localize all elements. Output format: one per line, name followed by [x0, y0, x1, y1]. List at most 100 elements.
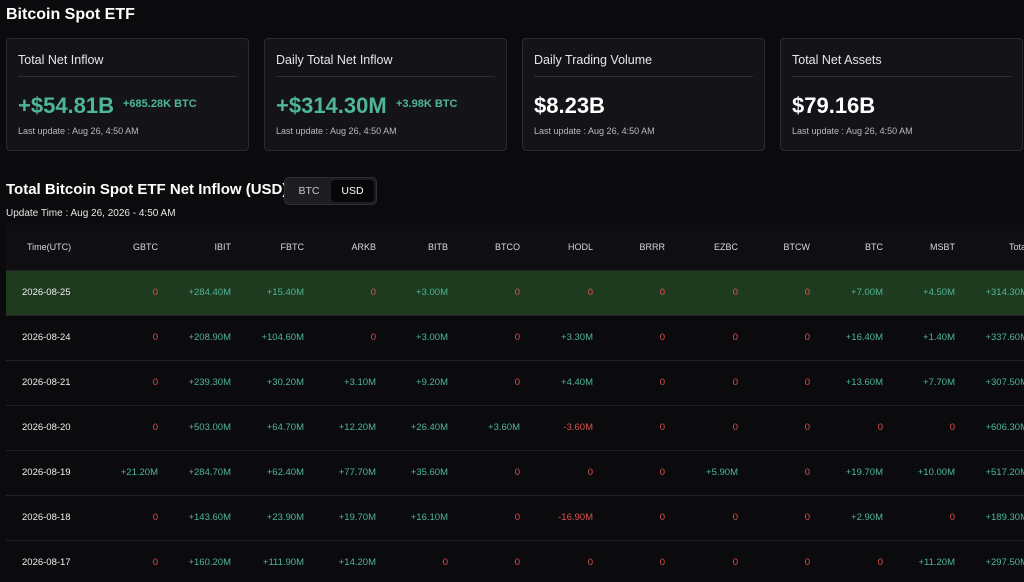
card-divider [534, 76, 753, 77]
value-cell: +160.20M [162, 540, 235, 582]
card-divider [276, 76, 495, 77]
value-cell: 0 [452, 450, 524, 496]
value-cell: +77.70M [308, 450, 380, 496]
column-header: MSBT [887, 225, 959, 271]
update-time: Update Time : Aug 26, 2026 - 4:50 AM [6, 208, 176, 219]
card-total-net-assets: Total Net Assets $79.16B Last update : A… [780, 38, 1023, 151]
value-cell: 0 [742, 495, 814, 541]
value-cell: 0 [92, 540, 162, 582]
value-cell: +19.70M [308, 495, 380, 541]
card-last-update: Last update : Aug 26, 4:50 AM [18, 126, 139, 136]
column-header: GBTC [92, 225, 162, 271]
value-cell: +4.40M [524, 360, 597, 406]
column-header: BITB [380, 225, 452, 271]
date-cell: 2026-08-18 [6, 495, 92, 541]
value-cell: +517.20M [959, 450, 1024, 496]
date-cell: 2026-08-21 [6, 360, 92, 406]
value-cell: +7.00M [814, 270, 887, 316]
value-cell: +14.20M [308, 540, 380, 582]
value-cell: +3.00M [380, 315, 452, 361]
value-cell: 0 [92, 360, 162, 406]
value-cell: 0 [524, 270, 597, 316]
card-daily-trading-volume: Daily Trading Volume $8.23B Last update … [522, 38, 765, 151]
toggle-btc-button[interactable]: BTC [298, 185, 320, 197]
value-cell: 0 [887, 495, 959, 541]
value-cell: 0 [597, 270, 669, 316]
card-value: $8.23B [534, 93, 605, 118]
value-cell: 0 [92, 405, 162, 451]
value-cell: +111.90M [235, 540, 308, 582]
value-cell: +16.10M [380, 495, 452, 541]
date-cell: 2026-08-25 [6, 270, 92, 316]
column-header: BTCO [452, 225, 524, 271]
value-cell: +11.20M [887, 540, 959, 582]
date-cell: 2026-08-20 [6, 405, 92, 451]
value-cell: 0 [742, 405, 814, 451]
value-cell: 0 [669, 540, 742, 582]
table-row[interactable]: 2026-08-24 0 +208.90M +104.60M 0 +3.00M 0 +3.30… [6, 315, 1024, 361]
value-cell: +9.20M [380, 360, 452, 406]
value-cell: 0 [597, 540, 669, 582]
value-cell: +64.70M [235, 405, 308, 451]
value-cell: +15.40M [235, 270, 308, 316]
table-row[interactable]: 2026-08-18 0 +143.60M +23.90M +19.70M +16.10M… [6, 495, 1024, 541]
column-header: BTCW [742, 225, 814, 271]
value-cell: +3.30M [524, 315, 597, 361]
value-cell: 0 [524, 450, 597, 496]
date-cell: 2026-08-17 [6, 540, 92, 582]
value-cell: +3.60M [452, 405, 524, 451]
value-cell: +104.60M [235, 315, 308, 361]
value-cell: -3.60M [524, 405, 597, 451]
value-cell: +4.50M [887, 270, 959, 316]
value-cell: +26.40M [380, 405, 452, 451]
value-cell: +297.50M [959, 540, 1024, 582]
value-cell: +7.70M [887, 360, 959, 406]
card-value: +$54.81B [18, 93, 115, 118]
value-cell: +208.90M [162, 315, 235, 361]
date-cell: 2026-08-19 [6, 450, 92, 496]
page-title: Bitcoin Spot ETF [6, 6, 135, 23]
value-cell: +35.60M [380, 450, 452, 496]
value-cell: 0 [452, 495, 524, 541]
value-cell: +21.20M [92, 450, 162, 496]
section-title: Total Bitcoin Spot ETF Net Inflow (USD) [6, 181, 288, 198]
card-title: Daily Trading Volume [534, 53, 653, 67]
card-title: Total Net Assets [792, 53, 882, 67]
unit-toggle: BTC USD [284, 177, 377, 205]
card-divider [792, 76, 1011, 77]
value-cell: +19.70M [814, 450, 887, 496]
card-last-update: Last update : Aug 26, 4:50 AM [534, 126, 655, 136]
value-cell: 0 [742, 450, 814, 496]
table-row[interactable]: 2026-08-17 0 +160.20M +111.90M +14.20M 0 0 0 0 0 0… [6, 540, 1024, 582]
value-cell: 0 [452, 315, 524, 361]
toggle-usd-button[interactable]: USD [331, 180, 374, 202]
value-cell: 0 [92, 270, 162, 316]
value-cell: +3.00M [380, 270, 452, 316]
value-cell: +5.90M [669, 450, 742, 496]
value-cell: 0 [308, 315, 380, 361]
value-cell: +3.10M [308, 360, 380, 406]
value-cell: +12.20M [308, 405, 380, 451]
value-cell: +143.60M [162, 495, 235, 541]
card-last-update: Last update : Aug 26, 4:50 AM [792, 126, 913, 136]
table-row[interactable]: 2026-08-19 +21.20M +284.70M +62.40M +77.70M +… [6, 450, 1024, 496]
value-cell: 0 [524, 540, 597, 582]
value-cell: +62.40M [235, 450, 308, 496]
card-divider [18, 76, 237, 77]
value-cell: +284.40M [162, 270, 235, 316]
value-cell: 0 [92, 315, 162, 361]
value-cell: +30.20M [235, 360, 308, 406]
value-cell: +23.90M [235, 495, 308, 541]
value-cell: 0 [669, 495, 742, 541]
net-inflow-table: Time(UTC) GBTC IBIT FBTC ARKB BITB BTCO HODL BRR… [6, 225, 1024, 582]
card-sub-value: +685.28K BTC [123, 98, 197, 110]
value-cell: +10.00M [887, 450, 959, 496]
table-row[interactable]: 2026-08-20 0 +503.00M +64.70M +12.20M +26.40M… [6, 405, 1024, 451]
column-header: ARKB [308, 225, 380, 271]
table-row[interactable]: 2026-08-25 0 +284.40M +15.40M 0 +3.00M 0 0 0 0 0 +7… [6, 270, 1024, 316]
value-cell: 0 [814, 540, 887, 582]
value-cell: +189.30M [959, 495, 1024, 541]
value-cell: 0 [597, 315, 669, 361]
table-row[interactable]: 2026-08-21 0 +239.30M +30.20M +3.10M +9.20M 0 +… [6, 360, 1024, 406]
